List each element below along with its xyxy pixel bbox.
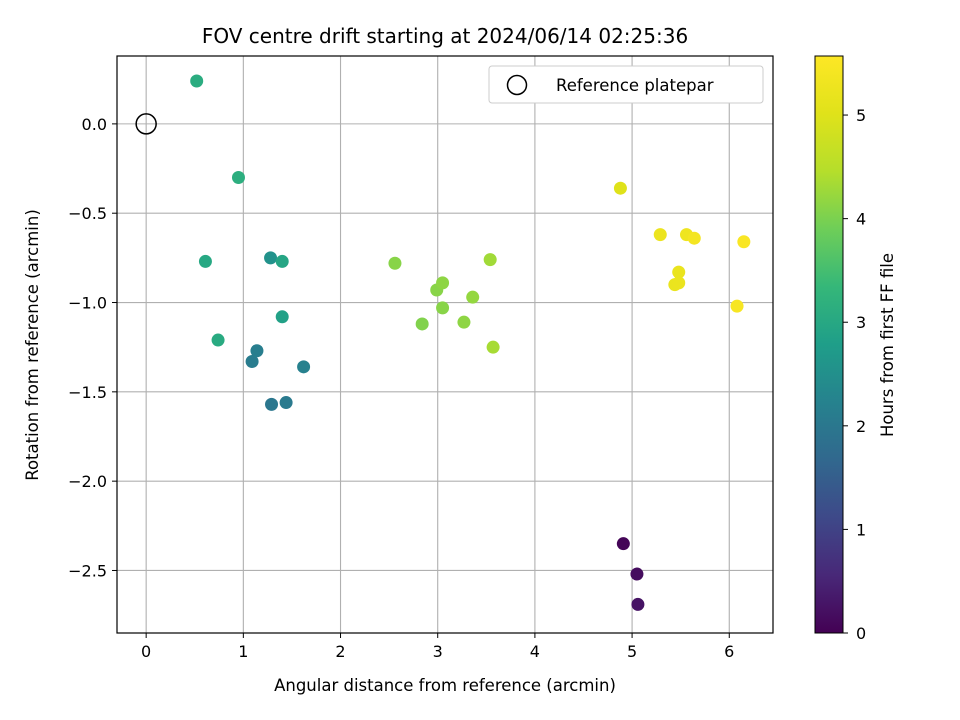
data-point [265,397,279,411]
data-point [250,344,264,358]
data-point [415,317,429,331]
colorbar-tick-label: 4 [856,210,866,229]
x-tick-label: 5 [627,642,637,661]
data-point [297,360,311,374]
data-point [672,276,686,290]
x-tick-label: 1 [238,642,248,661]
legend-entry-label: Reference platepar [556,76,714,95]
data-point [613,181,627,195]
data-point [653,228,667,242]
y-tick-label: −1.0 [68,294,107,313]
data-point [388,256,402,270]
data-point [436,276,450,290]
data-point [190,74,204,88]
y-tick-label: −2.5 [68,561,107,580]
colorbar-tick-label: 2 [856,417,866,436]
data-point [483,253,497,267]
colorbar: 0 1 2 3 4 5 Hours from first FF file [814,55,897,643]
reference-platepar-marker [135,113,157,135]
colorbar-label: Hours from first FF file [878,253,897,437]
data-point [630,567,644,581]
y-axis-ticks: 0.0 −0.5 −1.0 −1.5 −2.0 −2.5 [68,115,117,580]
colorbar-tick-label: 0 [856,624,866,643]
data-point [687,231,701,245]
grid-lines [117,56,773,633]
legend-box [488,65,764,104]
x-axis-label: Angular distance from reference (arcmin) [274,676,616,695]
colorbar-tick-label: 3 [856,313,866,332]
data-point [275,310,289,324]
data-point [264,251,278,265]
data-point [616,537,630,551]
colorbar-frame [814,55,844,634]
colorbar-ticks: 0 1 2 3 4 5 [843,106,866,643]
y-tick-label: −2.0 [68,472,107,491]
x-tick-label: 2 [335,642,345,661]
x-axis-ticks: 0 1 2 3 4 5 6 [141,633,734,661]
data-point [730,299,744,313]
y-axis-label: Rotation from reference (arcmin) [23,209,42,481]
y-tick-label: −0.5 [68,204,107,223]
x-tick-label: 6 [724,642,734,661]
x-tick-label: 3 [433,642,443,661]
y-tick-label: 0.0 [82,115,107,134]
x-tick-label: 0 [141,642,151,661]
x-tick-label: 4 [530,642,540,661]
chart-title: FOV centre drift starting at 2024/06/14 … [202,24,688,48]
data-point [275,254,289,268]
data-point [211,333,225,347]
plot-area-frame [116,55,774,634]
data-points [190,74,751,611]
legend: Reference platepar [488,65,764,104]
colorbar-tick-label: 1 [856,520,866,539]
data-point [198,254,212,268]
colorbar-tick-label: 5 [856,106,866,125]
data-point [466,290,480,304]
data-point [457,315,471,329]
data-point [737,235,751,249]
data-point [672,265,686,279]
data-point [245,354,259,368]
data-point [436,301,450,315]
data-point [279,396,293,410]
data-point [231,170,245,184]
data-point [631,597,645,611]
colorbar-gradient [815,56,843,633]
legend-marker-icon [506,74,528,96]
data-point [486,340,500,354]
reference-marker-group [135,113,157,135]
y-tick-label: −1.5 [68,383,107,402]
